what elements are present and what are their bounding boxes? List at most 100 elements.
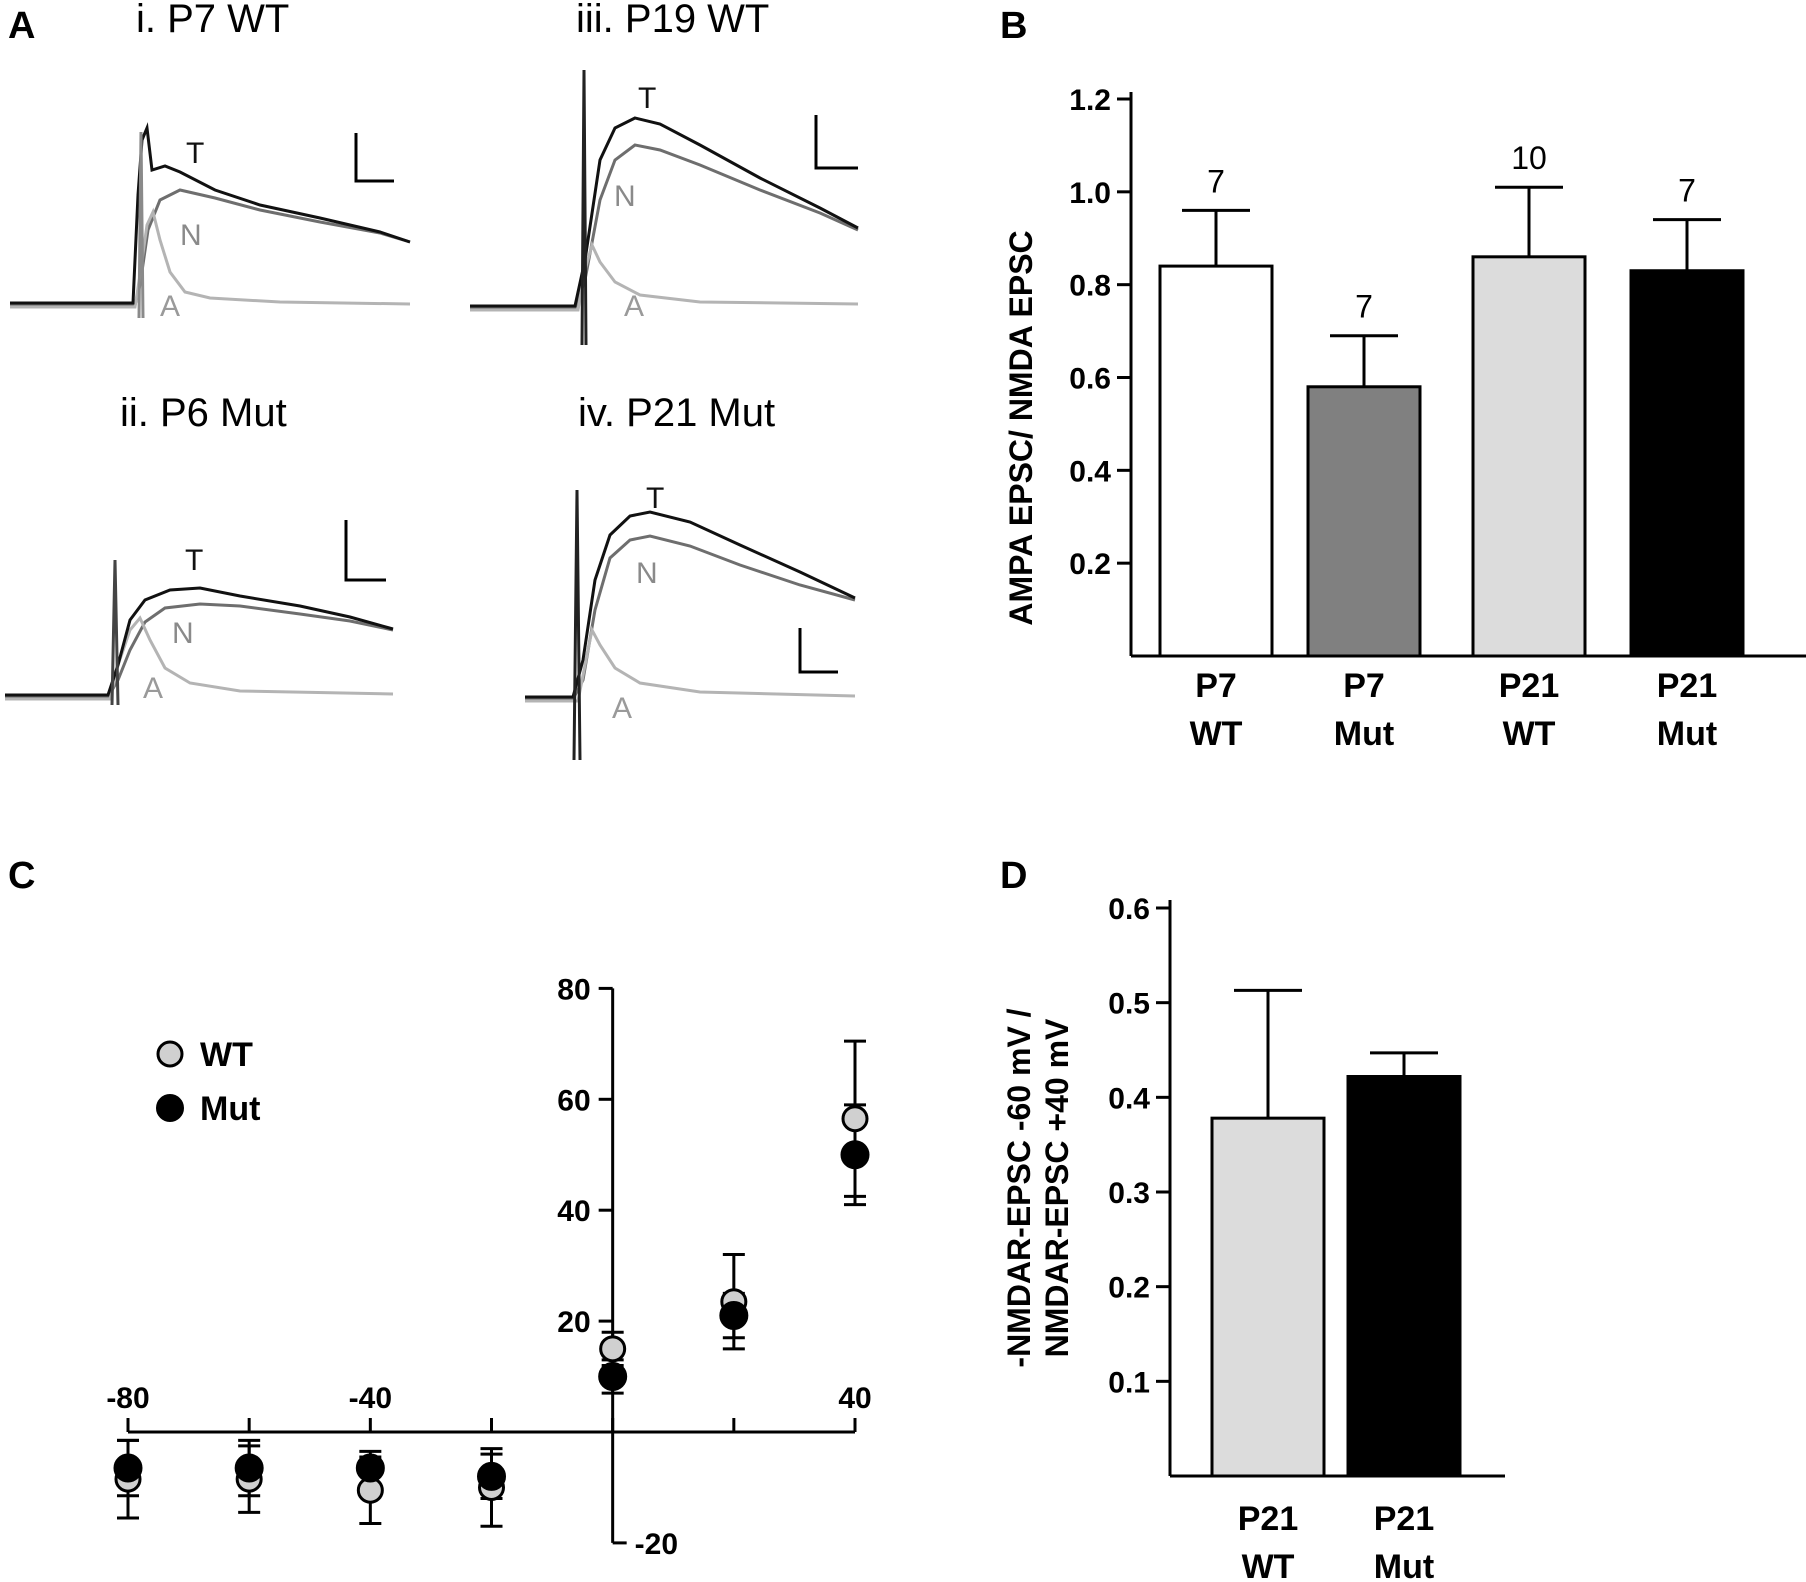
b-category-label: WT: [1503, 715, 1556, 753]
legend-wt-label: WT: [200, 1036, 253, 1074]
d-category-label: P21: [1238, 1500, 1299, 1538]
b-y-axis-title: AMPA EPSC/ NMDA EPSC: [1003, 230, 1039, 625]
trace-label-a-iv: A: [612, 692, 632, 725]
b-bar: [1158, 264, 1274, 658]
c-x-tick-label: 40: [838, 1382, 871, 1415]
b-category-label: P21: [1657, 667, 1718, 705]
d-y-tick-label: 0.3: [1108, 1177, 1150, 1210]
c-mut-point: [719, 1301, 749, 1331]
b-category-label: P21: [1499, 667, 1560, 705]
trace-label-a-ii: A: [143, 672, 163, 705]
b-category-label: Mut: [1334, 715, 1394, 753]
c-y-tick-label: 40: [557, 1195, 590, 1228]
b-y-tick-label: 0.4: [1069, 455, 1111, 488]
c-y-tick-label: -20: [635, 1528, 678, 1561]
b-category-label: Mut: [1657, 715, 1717, 753]
stim-artifact-iii: [580, 69, 588, 346]
b-bar: [1629, 269, 1745, 658]
c-mut-point: [840, 1140, 870, 1170]
stim-artifact-iv: [572, 489, 582, 761]
trace-label-n-i: N: [180, 219, 202, 252]
b-y-tick-label: 0.2: [1069, 548, 1111, 581]
trace-panel-ii: ii. P6 Mut T N A: [5, 391, 394, 706]
trace-label-t-ii: T: [185, 544, 203, 577]
trace-total-i: [10, 122, 411, 305]
trace-nmda-iii: [470, 143, 859, 310]
b-bar: [1471, 255, 1587, 658]
trace-label-t-iv: T: [646, 482, 664, 515]
trace-title-iv: iv. P21 Mut: [578, 391, 775, 435]
c-mut-point: [598, 1362, 628, 1392]
trace-nmda-i: [10, 188, 411, 307]
trace-label-n-iii: N: [614, 180, 636, 213]
c-x-tick-label: -40: [349, 1382, 392, 1415]
d-y-tick-label: 0.4: [1108, 1082, 1150, 1115]
c-mut-point: [477, 1461, 506, 1491]
b-n-label: 10: [1511, 140, 1547, 176]
scale-bar-ii: [344, 520, 386, 582]
d-bar: [1346, 1075, 1462, 1478]
legend-mut-marker: [156, 1094, 184, 1122]
bar-chart-b: AMPA EPSC/ NMDA EPSC 0.2 0.4 0.6 0.8 1.0 1.2 7…: [1003, 84, 1806, 753]
b-n-label: 7: [1678, 173, 1696, 209]
trace-title-ii: ii. P6 Mut: [120, 391, 287, 435]
b-y-tick-label: 0.8: [1069, 270, 1111, 303]
d-bar: [1210, 1116, 1326, 1478]
trace-title-i: i. P7 WT: [136, 0, 289, 41]
c-mut-point: [234, 1453, 264, 1483]
scale-bar-iv: [798, 628, 838, 674]
trace-label-a-iii: A: [624, 290, 644, 323]
c-mut-point: [355, 1453, 385, 1483]
d-category-label: WT: [1242, 1548, 1295, 1582]
trace-panel-iii: iii. P19 WT T N A: [470, 0, 859, 346]
d-y-axis-title-line2: NMDAR-EPSC +40 mV: [1039, 1018, 1075, 1357]
b-category-label: P7: [1343, 667, 1385, 705]
trace-ampa-ii: [5, 615, 394, 701]
d-y-tick-label: 0.5: [1108, 988, 1150, 1021]
trace-label-t-i: T: [186, 137, 204, 170]
c-x-tick-label: -80: [106, 1382, 149, 1415]
b-y-tick-label: 1.2: [1069, 84, 1111, 117]
d-y-axis-title-line1: -NMDAR-EPSC -60 mV /: [1001, 1008, 1037, 1367]
c-y-tick-label: 80: [557, 973, 590, 1006]
iv-scatter-c: WT Mut -80 -40 40 80 60 40 20 -20: [106, 973, 871, 1561]
b-y-tick-label: 1.0: [1069, 177, 1111, 210]
trace-label-n-ii: N: [172, 617, 194, 650]
b-category-label: WT: [1190, 715, 1243, 753]
b-category-label: P7: [1195, 667, 1237, 705]
c-legend: WT Mut: [156, 1036, 260, 1128]
d-category-label: Mut: [1374, 1548, 1434, 1582]
trace-total-ii: [5, 586, 394, 697]
b-y-tick-label: 0.6: [1069, 363, 1111, 396]
trace-label-n-iv: N: [636, 557, 658, 590]
stim-artifact-ii: [110, 559, 120, 706]
d-y-tick-label: 0.6: [1108, 893, 1150, 926]
d-y-tick-label: 0.2: [1108, 1272, 1150, 1305]
c-wt-point: [599, 1335, 627, 1363]
d-y-tick-label: 0.1: [1108, 1366, 1150, 1399]
panel-b-letter: B: [1000, 5, 1027, 47]
c-y-tick-label: 60: [557, 1084, 590, 1117]
panel-a-letter: A: [8, 5, 35, 47]
trace-title-iii: iii. P19 WT: [576, 0, 769, 41]
panel-d-letter: D: [1000, 855, 1027, 897]
panel-c-letter: C: [8, 855, 35, 897]
c-mut-point: [113, 1453, 143, 1483]
trace-ampa-iii: [470, 240, 859, 312]
b-n-label: 7: [1207, 163, 1225, 199]
trace-panel-i: i. P7 WT T N A: [10, 0, 411, 323]
scale-bar-i: [354, 133, 394, 183]
trace-label-a-i: A: [160, 290, 180, 323]
legend-wt-marker: [156, 1040, 184, 1068]
trace-total-iii: [470, 116, 859, 308]
stim-artifact-i: [137, 131, 145, 319]
d-category-label: P21: [1374, 1500, 1435, 1538]
c-wt-point: [841, 1105, 869, 1133]
trace-panel-iv: iv. P21 Mut T N A: [525, 391, 856, 761]
b-n-label: 7: [1355, 289, 1373, 325]
trace-label-t-iii: T: [638, 82, 656, 115]
scale-bar-iii: [814, 115, 858, 170]
b-bar: [1306, 385, 1422, 658]
bar-chart-d: -NMDAR-EPSC -60 mV / NMDAR-EPSC +40 mV 0…: [1001, 893, 1505, 1582]
